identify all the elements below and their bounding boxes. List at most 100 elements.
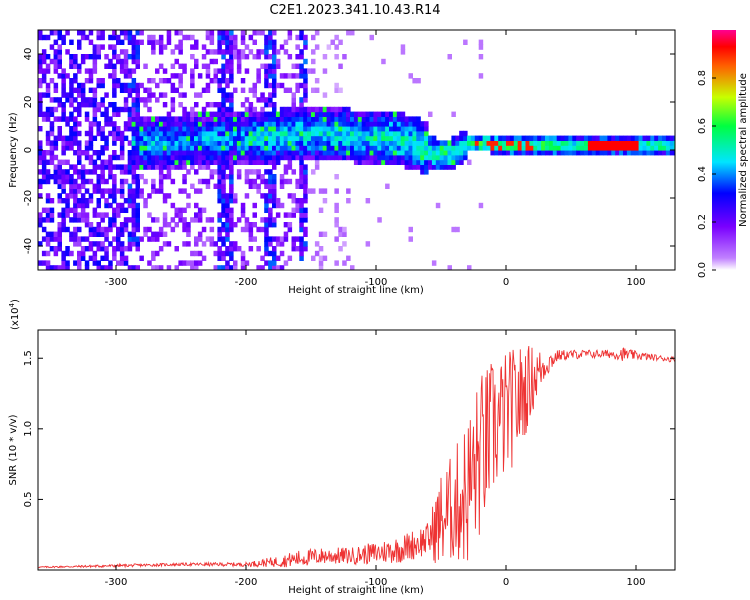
- spectrogram-cell: [57, 241, 62, 247]
- spectrogram-cell: [151, 188, 156, 194]
- spectrogram-cell: [119, 207, 125, 213]
- spectrogram-cell: [314, 126, 320, 132]
- spectrogram-cell: [256, 188, 261, 194]
- spectrogram-cell: [61, 265, 66, 270]
- spectrogram-cell: [88, 39, 94, 45]
- spectrogram-cell: [205, 183, 211, 189]
- spectrogram-cell: [353, 116, 359, 122]
- spectrogram-cell: [225, 135, 230, 141]
- spectrogram-cell: [92, 102, 98, 108]
- spectrogram-cell: [576, 135, 581, 141]
- spectrogram-cell: [119, 150, 125, 156]
- spectrogram-cell: [221, 174, 226, 180]
- spectrogram-cell: [455, 135, 460, 141]
- spectrogram-cell: [353, 140, 359, 146]
- spectrogram-cell: [57, 63, 62, 69]
- spectrogram-cell: [311, 150, 316, 156]
- spectrogram-cell: [334, 121, 339, 127]
- spectrogram-cell: [127, 217, 133, 223]
- spectrogram-cell: [143, 226, 148, 233]
- spectrogram-cell: [552, 150, 558, 156]
- spectrogram-cell: [389, 126, 394, 132]
- spectrogram-cell: [116, 241, 121, 247]
- spectrogram-cell: [268, 68, 273, 74]
- spectrogram-cell: [80, 58, 86, 65]
- spectrogram-cell: [190, 111, 195, 117]
- spectrogram-cell: [268, 154, 273, 161]
- spectrogram-cell: [396, 159, 402, 165]
- spectrogram-cell: [123, 169, 129, 175]
- spectrogram-cell: [279, 73, 285, 79]
- spectrogram-cell: [303, 226, 308, 233]
- spectrogram-cell: [330, 111, 335, 117]
- spectrogram-cell: [57, 116, 62, 122]
- spectrogram-cell: [131, 265, 137, 270]
- spectrogram-cell: [264, 97, 269, 103]
- spectrogram-cell: [182, 207, 187, 213]
- spectrogram-cell: [221, 178, 226, 185]
- spectrogram-cell: [623, 140, 628, 146]
- spectrogram-cell: [268, 130, 273, 137]
- spectrogram-cell: [209, 135, 215, 141]
- spectrogram-cell: [221, 34, 226, 41]
- spectrogram-cell: [57, 169, 62, 175]
- spectrogram-cell: [287, 212, 293, 218]
- spectrogram-cell: [96, 34, 101, 41]
- spectrogram-cell: [299, 121, 304, 127]
- spectrogram-cell: [147, 150, 152, 156]
- spectrogram-cell: [318, 126, 324, 132]
- spectrogram-cell: [307, 130, 312, 137]
- spectrogram-cell: [256, 116, 261, 122]
- spectrogram-cell: [240, 154, 246, 161]
- spectrogram-cell: [143, 126, 148, 132]
- spectrogram-cell: [197, 250, 203, 257]
- spectrogram-cell: [108, 188, 113, 194]
- spectrogram-cell: [100, 78, 105, 84]
- spectrogram-cell: [119, 154, 125, 161]
- spectrogram-cell: [369, 154, 374, 161]
- spectrogram-cell: [268, 73, 273, 79]
- spectrogram-cell: [240, 126, 246, 132]
- spectrogram-cell: [88, 178, 94, 185]
- spectrogram-cell: [88, 78, 94, 84]
- spectrogram-cell: [424, 126, 429, 132]
- spectrogram-cell: [69, 217, 74, 223]
- spectrogram-cell: [248, 159, 254, 165]
- spectrogram-cell: [197, 217, 203, 223]
- spectrogram-cell: [225, 106, 230, 113]
- spectrogram-cell: [396, 111, 402, 117]
- spectrogram-cell: [221, 202, 226, 209]
- spectrogram-cell: [112, 126, 117, 132]
- spectrogram-cell: [221, 236, 226, 242]
- spectrogram-cell: [178, 126, 183, 132]
- spectrogram-cell: [119, 68, 125, 74]
- spectrogram-cell: [272, 92, 277, 98]
- spectrogram-cell: [381, 135, 386, 141]
- spectrogram-cell: [131, 164, 137, 170]
- spectrogram-cell: [166, 145, 172, 151]
- spectrogram-cell: [529, 145, 534, 151]
- spectrogram-cell: [205, 102, 211, 108]
- spectrogram-cell: [143, 87, 148, 93]
- spectrogram-cell: [221, 183, 226, 189]
- spectrogram-cell: [77, 260, 82, 266]
- spectrogram-cell: [119, 130, 125, 137]
- spectrogram-cell: [330, 150, 335, 156]
- spectrogram-cell: [190, 145, 195, 151]
- spectrogram-cell: [84, 97, 90, 103]
- spectrogram-cell: [155, 231, 160, 237]
- spectrogram-cell: [264, 169, 269, 175]
- spectrogram-cell: [272, 106, 277, 113]
- spectrogram-cell: [131, 34, 137, 41]
- spectrogram-cell: [182, 135, 187, 141]
- spectrogram-cell: [209, 121, 215, 127]
- spectrogram-cell: [564, 150, 569, 156]
- spectrogram-cell: [299, 68, 304, 74]
- spectrogram-cell: [268, 54, 273, 60]
- spectrogram-cell: [194, 188, 199, 194]
- spectrogram-cell: [272, 236, 277, 242]
- spectrogram-cell: [38, 169, 43, 175]
- spectrogram-cell: [342, 116, 347, 122]
- spectrogram-cell: [155, 164, 160, 170]
